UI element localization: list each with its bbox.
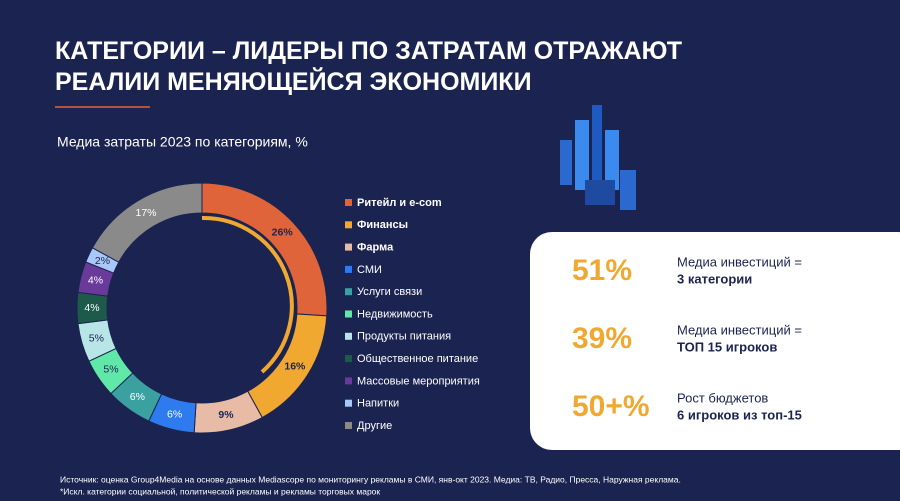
legend-label: Напитки: [357, 398, 399, 410]
decor-arc: [201, 215, 294, 374]
data-label: 6%: [130, 391, 145, 403]
footer-note: *Искл. категории социальной, политическо…: [60, 486, 380, 496]
legend-swatch: [345, 288, 352, 296]
donut-slice: [201, 182, 328, 317]
legend-swatch: [345, 310, 352, 318]
stats-panel: [530, 232, 900, 450]
city-illustration: [560, 105, 636, 210]
stat-figure: 50+%: [572, 390, 650, 423]
title-line: РЕАЛИИ МЕНЯЮЩЕЙСЯ ЭКОНОМИКИ: [55, 66, 532, 96]
stat-detail: 6 игроков из топ-15: [677, 407, 802, 422]
data-label: 5%: [103, 364, 118, 376]
footer-source: Источник: оценка Group4Media на основе д…: [60, 474, 681, 484]
stat-label: Медиа инвестиций =: [677, 254, 802, 269]
legend-label: Недвижимость: [357, 308, 433, 320]
stat-detail: ТОП 15 игроков: [677, 339, 777, 354]
legend-swatch: [345, 355, 352, 363]
legend-swatch: [345, 221, 352, 229]
legend-swatch: [345, 265, 352, 273]
stat-label: Рост бюджетов: [677, 390, 768, 405]
chart-subtitle: Медиа затраты 2023 по категориям, %: [57, 134, 308, 150]
legend-label: Фарма: [357, 242, 394, 254]
data-label: 5%: [89, 332, 104, 344]
data-label: 6%: [167, 408, 182, 420]
stat-figure: 39%: [572, 322, 632, 355]
legend-label: Массовые мероприятия: [357, 375, 480, 387]
data-label: 16%: [284, 361, 306, 373]
legend-label: Услуги связи: [357, 286, 422, 298]
data-label: 9%: [218, 409, 234, 421]
legend-swatch: [345, 377, 352, 385]
legend-swatch: [345, 243, 352, 251]
legend-label: Продукты питания: [357, 331, 451, 343]
legend-swatch: [345, 332, 352, 340]
legend-label: Общественное питание: [357, 353, 478, 365]
data-label: 4%: [88, 274, 103, 286]
data-label: 2%: [95, 255, 110, 267]
data-label: 26%: [272, 226, 294, 238]
legend-label: Финансы: [357, 219, 408, 231]
legend-label: Ритейл и e-com: [357, 197, 442, 209]
data-label: 4%: [84, 302, 99, 314]
title: КАТЕГОРИИ – ЛИДЕРЫ ПО ЗАТРАТАМ ОТРАЖАЮТ: [55, 37, 682, 65]
chart-title: КАТЕГОРИИ – ЛИДЕРЫ ПО ЗАТРАТАМ ОТРАЖАЮТ Р…: [55, 37, 682, 96]
legend-swatch: [345, 422, 352, 429]
stat-figure: 51%: [572, 254, 632, 287]
stat-detail: 3 категории: [677, 271, 752, 286]
legend-swatch: [345, 199, 352, 206]
stat-label: Медиа инвестиций =: [677, 322, 802, 337]
legend-label: Другие: [357, 420, 392, 432]
data-label: 17%: [135, 207, 156, 219]
donut-slice: [91, 182, 203, 263]
legend-label: СМИ: [357, 264, 382, 276]
legend-swatch: [345, 399, 352, 407]
